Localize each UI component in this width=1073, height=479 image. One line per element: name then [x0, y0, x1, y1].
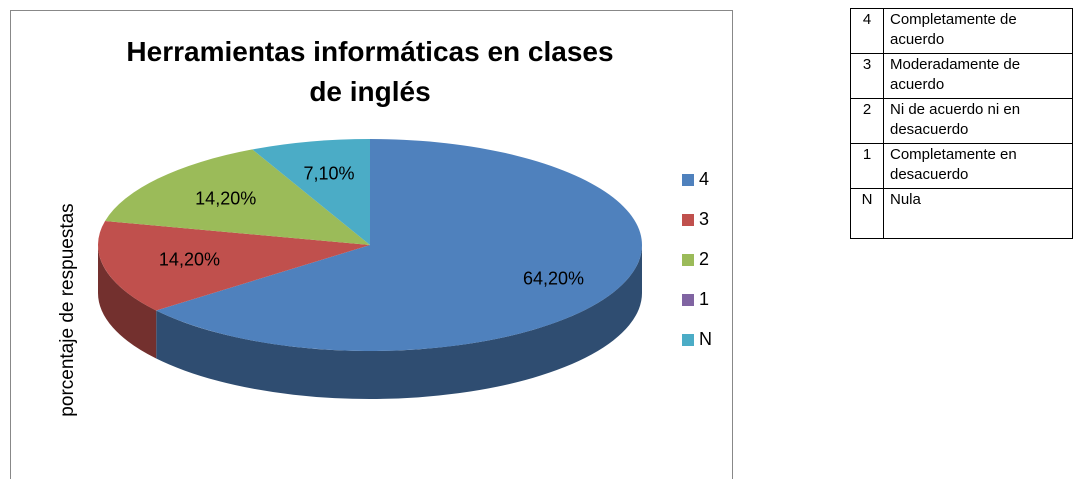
title-box: Herramientas informáticas en clases de i… — [126, 36, 614, 107]
code-cell: 4 — [850, 8, 884, 54]
description-cell: Ni de acuerdo ni en desacuerdo — [883, 98, 1073, 144]
chart: Herramientas informáticas en clases de i… — [10, 10, 733, 479]
slice — [97, 220, 370, 311]
legend-swatch — [682, 174, 694, 186]
data-label: 14,20% — [159, 249, 220, 269]
code-cell: 2 — [850, 98, 884, 144]
code-cell: 1 — [850, 143, 884, 189]
legend-label: 1 — [699, 289, 709, 309]
code-cell: N — [850, 188, 884, 239]
data-label: 14,20% — [195, 189, 256, 209]
legend-swatch — [682, 254, 694, 266]
code-cell: 3 — [850, 53, 884, 99]
table-row: 3 Moderadamente de acuerdo — [850, 53, 1073, 99]
slice — [156, 139, 642, 351]
description-cell: Completamente en desacuerdo — [883, 143, 1073, 189]
legend-label: 3 — [699, 209, 709, 229]
legend-swatch — [682, 334, 694, 346]
legend-label: 2 — [699, 249, 709, 269]
chart-title: Herramientas informáticas en clases de i… — [126, 36, 614, 107]
table-row: 4 Completamente de acuerdo — [850, 8, 1073, 54]
legend-label: 4 — [699, 169, 709, 189]
description-cell: Completamente de acuerdo — [883, 8, 1073, 54]
table-row: 2 Ni de acuerdo ni en desacuerdo — [850, 98, 1073, 144]
description-cell: Moderadamente de acuerdo — [883, 53, 1073, 99]
table-row: N Nula — [850, 188, 1073, 239]
description-cell: Nula — [883, 188, 1073, 239]
legend-swatch — [682, 294, 694, 306]
legend-label: N — [699, 329, 712, 349]
slice — [105, 149, 371, 245]
data-label: 64,20% — [523, 268, 584, 288]
y-axis-label: porcentaje de respuestas — [57, 203, 78, 416]
slice-side — [98, 245, 157, 359]
slice-side — [156, 245, 642, 400]
slice — [252, 139, 370, 245]
legend-table: 4 Completamente de acuerdo 3 Moderadamente … — [850, 8, 1073, 239]
data-label: 7,10% — [303, 163, 354, 183]
legend-swatch — [682, 214, 694, 226]
table-row: 1 Completamente en desacuerdo — [850, 143, 1073, 189]
